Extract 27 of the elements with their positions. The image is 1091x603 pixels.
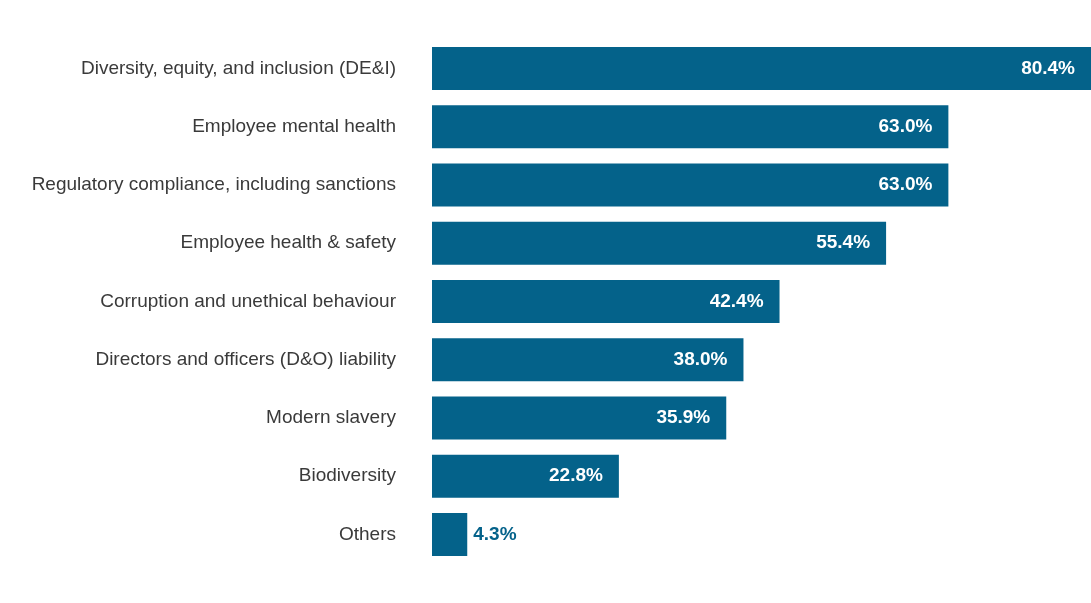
bar xyxy=(432,338,744,382)
y-tick-label: Directors and officers (D&O) liability xyxy=(95,347,397,369)
bar xyxy=(432,454,619,498)
y-tick-label: Corruption and unethical behaviour xyxy=(100,289,397,311)
bar xyxy=(432,396,727,440)
y-tick-label: Modern slavery xyxy=(266,406,397,428)
data-label: 22.8% xyxy=(549,464,603,486)
bar xyxy=(432,46,1091,91)
y-tick-label: Regulatory compliance, including sanctions xyxy=(31,173,396,195)
data-label: 35.9% xyxy=(656,406,711,428)
y-tick-label: Diversity, equity, and inclusion (DE&I) xyxy=(80,56,396,78)
y-tick-label: Employee health & safety xyxy=(180,231,397,253)
data-label: 55.4% xyxy=(816,231,871,253)
bar xyxy=(432,221,887,265)
y-tick-label: Biodiversity xyxy=(298,464,397,486)
y-tick-label: Others xyxy=(338,522,396,544)
data-label: 63.0% xyxy=(878,173,933,195)
data-label: 80.4% xyxy=(1021,56,1076,78)
data-label: 42.4% xyxy=(709,289,764,311)
bar xyxy=(432,279,780,324)
bar xyxy=(432,105,949,149)
bar xyxy=(432,163,949,207)
y-tick-label: Employee mental health xyxy=(192,115,396,136)
bar xyxy=(432,512,468,557)
data-label: 4.3% xyxy=(473,522,517,544)
data-label: 63.0% xyxy=(878,115,933,136)
data-label: 38.0% xyxy=(673,347,728,369)
